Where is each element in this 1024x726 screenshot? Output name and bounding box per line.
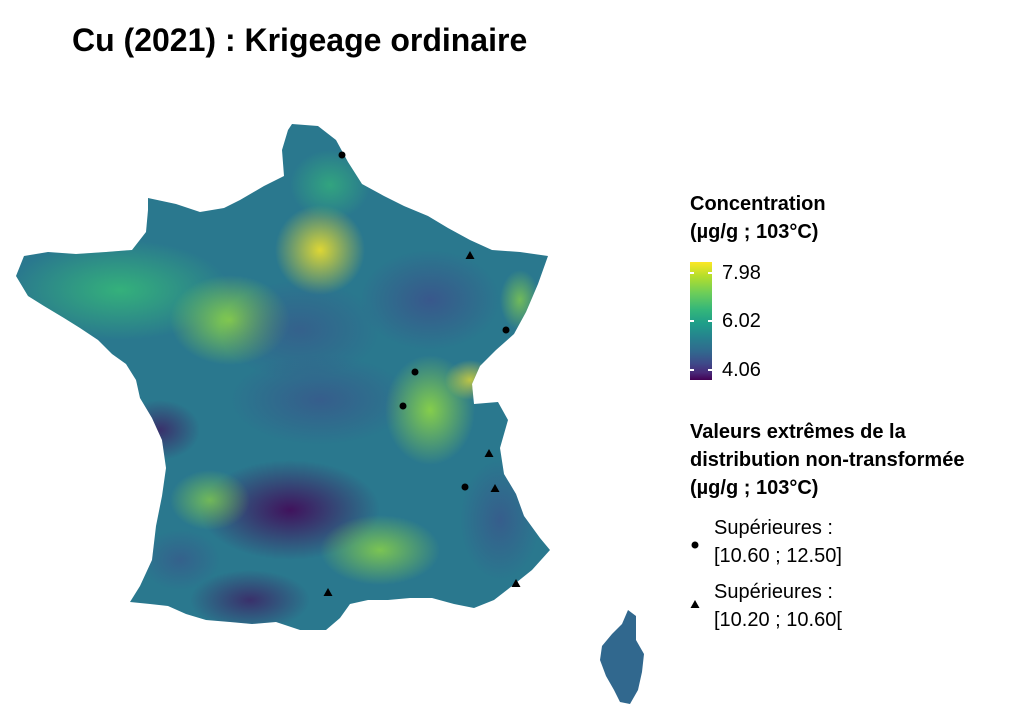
concentration-legend-title: Concentration (µg/g ; 103°C) xyxy=(690,190,826,246)
marker-triangle xyxy=(323,588,333,596)
marker-circle xyxy=(399,402,407,410)
legend-item-triangle: Supérieures : [10.20 ; 10.60[ xyxy=(714,578,842,634)
marker-triangle xyxy=(490,484,500,492)
legend-symbol-circle xyxy=(691,541,699,549)
extremes-title-line3: (µg/g ; 103°C) xyxy=(690,477,819,499)
concentration-title-line2: (µg/g ; 103°C) xyxy=(690,221,819,243)
extreme-markers xyxy=(323,151,521,596)
marker-triangle xyxy=(511,579,521,587)
legend-symbol-triangle xyxy=(690,600,700,608)
legend-item-circle-line2: [10.60 ; 12.50] xyxy=(714,545,842,567)
legend-item-circle-line1: Supérieures : xyxy=(714,517,833,539)
extremes-title-line2: distribution non-transformée xyxy=(690,449,965,471)
mainland-raster xyxy=(16,124,550,630)
legend-item-circle: Supérieures : [10.60 ; 12.50] xyxy=(714,514,842,570)
marker-circle xyxy=(338,151,346,159)
concentration-title-line1: Concentration xyxy=(690,193,826,215)
corsica-raster xyxy=(600,610,644,704)
colorbar-label-mid: 6.02 xyxy=(722,310,761,332)
map-title: Cu (2021) : Krigeage ordinaire xyxy=(72,22,528,58)
circle-icon xyxy=(691,541,699,549)
legend-item-triangle-line1: Supérieures : xyxy=(714,581,833,603)
colorbar xyxy=(690,262,712,380)
marker-triangle xyxy=(465,251,475,259)
marker-circle xyxy=(461,483,469,491)
legend-item-triangle-line2: [10.20 ; 10.60[ xyxy=(714,609,842,631)
colorbar-label-high: 7.98 xyxy=(722,262,761,284)
extremes-title-line1: Valeurs extrêmes de la xyxy=(690,421,906,443)
colorbar-label-low: 4.06 xyxy=(722,359,761,381)
triangle-icon xyxy=(690,600,700,608)
marker-circle xyxy=(411,368,419,376)
extremes-legend-title: Valeurs extrêmes de la distribution non-… xyxy=(690,418,964,502)
marker-circle xyxy=(502,326,510,334)
marker-triangle xyxy=(484,449,494,457)
